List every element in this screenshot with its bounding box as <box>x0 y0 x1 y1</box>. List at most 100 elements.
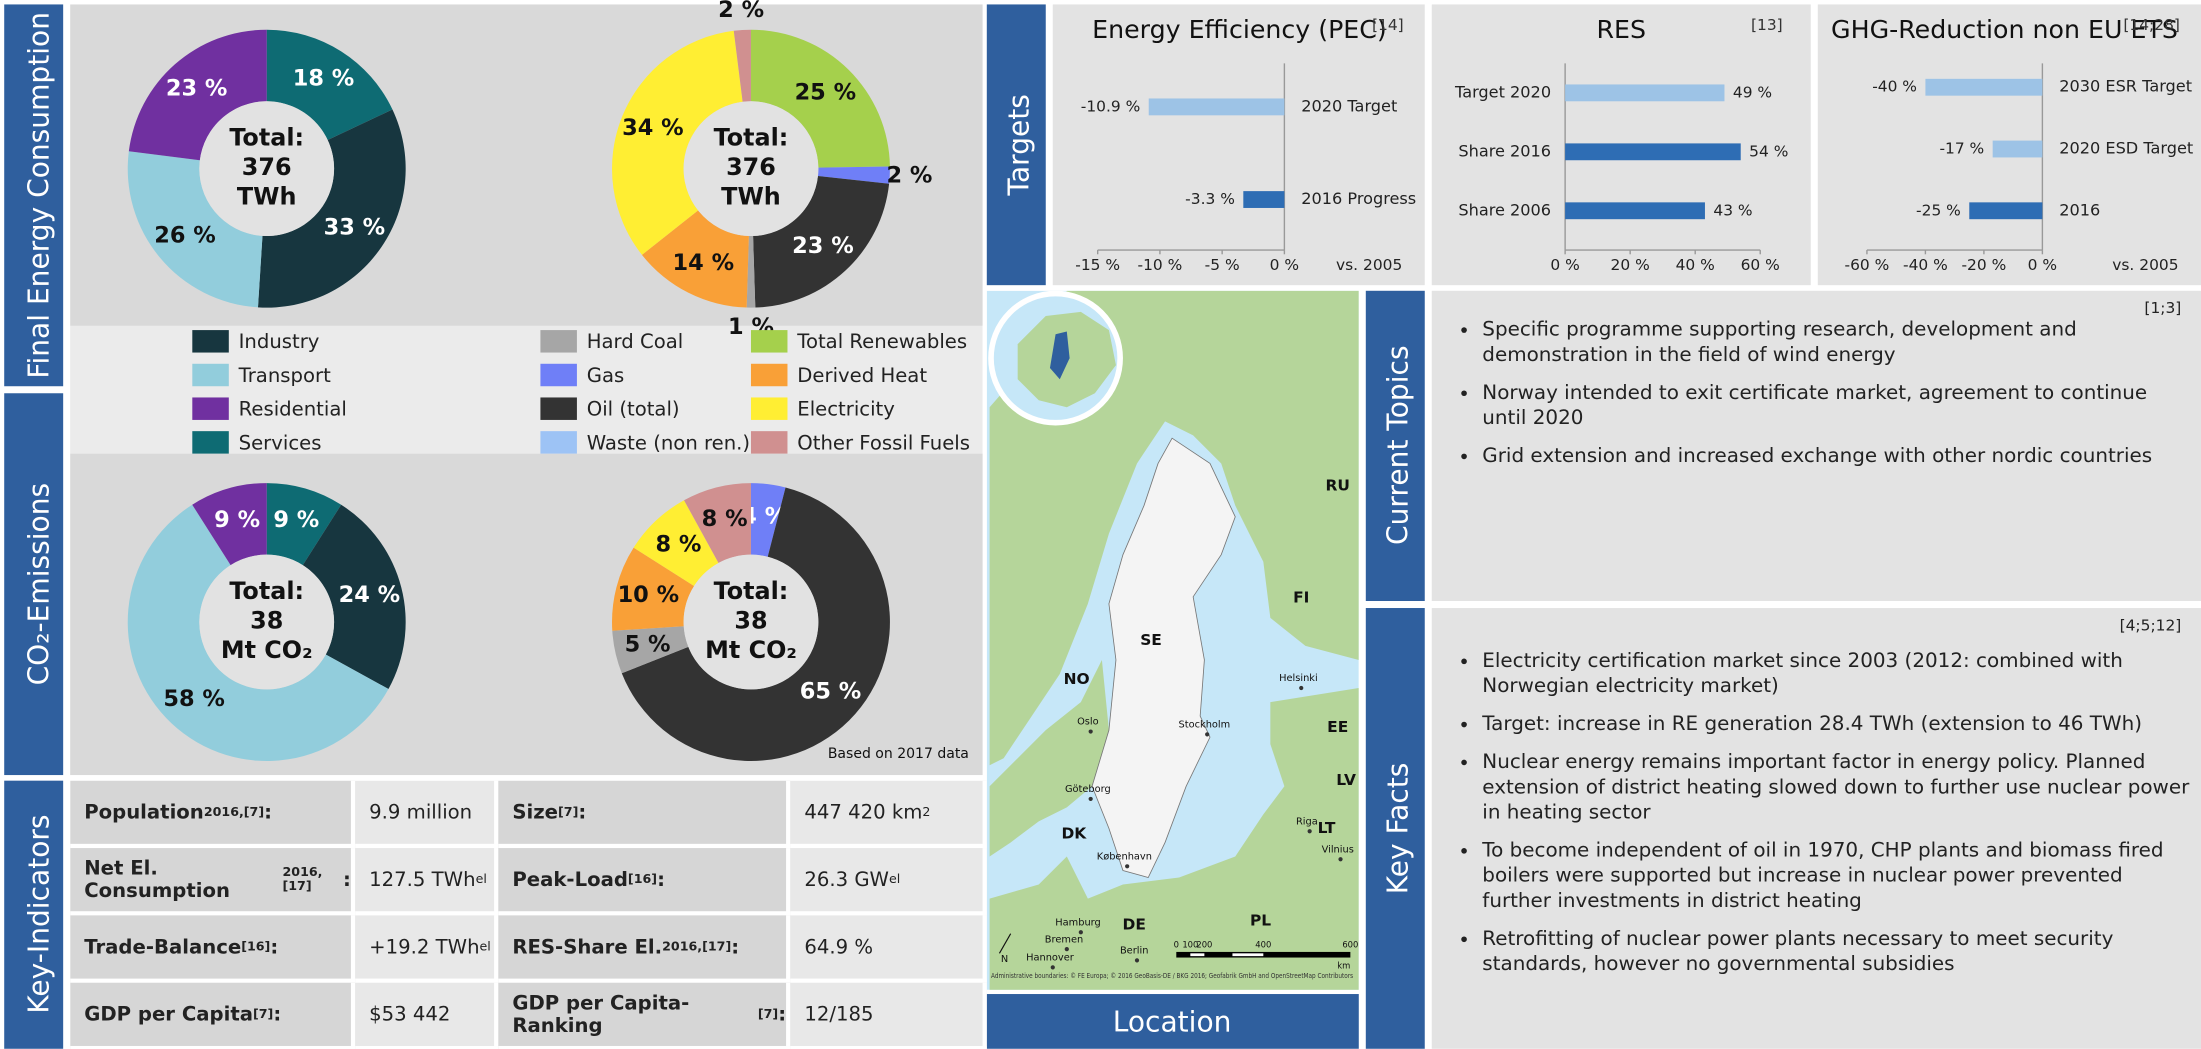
bullet-item: Retrofitting of nuclear power plants nec… <box>1482 927 2189 978</box>
city-label: Vilnius <box>1322 844 1354 855</box>
slice-label: 25 % <box>795 80 857 106</box>
legend-label: Total Renewables <box>796 330 967 353</box>
section-tab <box>1365 608 1425 1049</box>
pie-center-label: 38 <box>734 607 767 635</box>
section-tab <box>4 780 64 1049</box>
cell-text: +19.2 TWh <box>369 935 480 959</box>
indicator-label: Net El. Consumption 2016,[17]: <box>70 848 356 916</box>
cell-text: Size <box>512 801 559 824</box>
chart-title: Energy Efficiency (PEC) <box>1092 15 1387 44</box>
x-tick-label: 60 % <box>1741 256 1780 274</box>
city-label: Stockholm <box>1179 720 1231 731</box>
slice-label: 2 % <box>718 0 764 23</box>
bar <box>1925 78 2043 96</box>
section-title: Current Topics <box>1381 345 1414 545</box>
value-label: 43 % <box>1713 201 1752 219</box>
x-tick-label: -15 % <box>1075 256 1120 274</box>
legend-label: Gas <box>587 364 625 387</box>
legend-label: Industry <box>239 330 320 353</box>
pie-hole <box>683 554 819 690</box>
slice-label: 34 % <box>622 115 684 141</box>
note: Based on 2017 data <box>828 746 969 762</box>
slice-label: 23 % <box>166 76 228 102</box>
pie-slice <box>127 504 389 762</box>
indicator-value: +19.2 TWh el <box>355 915 499 983</box>
legend-swatch <box>540 363 577 387</box>
key-facts-content: [4;5;12] Electricity certification market… <box>1432 608 2190 1049</box>
pie-slice <box>641 210 749 308</box>
section-tab <box>4 393 64 776</box>
city-dot <box>1307 829 1312 834</box>
pie-slice <box>266 29 393 140</box>
cell-text: 127.5 TWh <box>369 868 476 891</box>
pie-slice <box>128 29 267 161</box>
slice-label: 23 % <box>792 233 854 259</box>
country-label: LV <box>1336 771 1356 789</box>
reference: [1;3] <box>2144 299 2182 318</box>
chart-title: RES <box>1597 15 1647 44</box>
bullet-item: Specific programme supporting research, … <box>1482 317 2189 368</box>
indicator-label: GDP per Capita-Ranking [7]: <box>498 982 791 1049</box>
city-label: Göteborg <box>1065 784 1111 795</box>
x-tick-label: 0 % <box>2028 256 2057 274</box>
cell-text: 12/185 <box>804 1003 874 1026</box>
x-tick-label: -40 % <box>1903 256 1948 274</box>
cell-sup: [16] <box>627 872 658 887</box>
legend-label: Derived Heat <box>797 364 927 387</box>
pie-slice <box>733 29 751 102</box>
bar <box>1992 140 2043 158</box>
pie-center-label: 376 <box>726 153 776 181</box>
indicator-value: 26.3 GW el <box>790 848 987 916</box>
scale-label: 400 <box>1255 939 1271 949</box>
cell-sup: 2 <box>922 805 931 820</box>
slice-label: 18 % <box>293 66 355 92</box>
pie-center-label: TWh <box>721 183 781 211</box>
indicator-value: 9.9 million <box>355 780 499 849</box>
cell-sup: 2016,[17] <box>282 865 323 894</box>
city-dot <box>1064 947 1069 952</box>
city-label: Helsinki <box>1279 673 1318 684</box>
cell-sup: [7] <box>252 1007 274 1022</box>
cell-sup: [7] <box>558 805 579 820</box>
legend-swatch <box>192 397 229 420</box>
indicator-value: 12/185 <box>790 982 987 1049</box>
slice-label: 65 % <box>800 679 862 705</box>
land <box>989 688 1359 990</box>
bullet-item: Grid extension and increased exchange wi… <box>1482 444 2189 469</box>
cell-text: 26.3 GW <box>804 868 890 891</box>
pie-slice <box>750 483 786 557</box>
x-tick-label: -20 % <box>1961 256 2006 274</box>
indicator-value: $53 442 <box>355 982 499 1049</box>
category-label: 2016 <box>2059 200 2100 219</box>
category-label: Share 2016 <box>1458 141 1551 160</box>
legend-swatch <box>540 330 577 353</box>
pie-center-label: TWh <box>237 183 297 211</box>
legend-label: Oil (total) <box>587 398 680 421</box>
reference: [13] <box>1751 16 1783 34</box>
city-label: Riga <box>1296 816 1318 827</box>
city-dot <box>1205 732 1210 737</box>
bullet-item: Norway intended to exit certificate mark… <box>1482 381 2189 432</box>
cell-text: GDP per Capita-Ranking <box>512 991 690 1037</box>
bar <box>1148 98 1285 116</box>
pie-slice <box>127 151 263 308</box>
pie-hole <box>199 101 335 237</box>
panel <box>1052 4 1425 286</box>
x-tick-label: -5 % <box>1205 256 1240 274</box>
x-tick-label: -10 % <box>1138 256 1183 274</box>
city-label: København <box>1097 851 1152 862</box>
pie-slice <box>817 166 890 184</box>
legend-label: Other Fossil Fuels <box>797 431 970 454</box>
city-dot <box>1078 930 1083 935</box>
pie-slice <box>257 109 406 308</box>
reference: [14] <box>1372 16 1404 34</box>
category-label: Target 2020 <box>1454 82 1551 101</box>
legend-label: Waste (non ren.) <box>587 431 750 454</box>
pie-center-label: Mt CO₂ <box>705 636 797 664</box>
cell-text: RES-Share El. <box>512 935 663 959</box>
bar <box>1565 143 1741 161</box>
scale-bar <box>1232 953 1264 957</box>
indicator-label: RES-Share El. 2016,[17]: <box>498 915 791 983</box>
indicator-table: Population 2016,[7]:9.9 million Size [7]:44… <box>70 780 987 1049</box>
slice-label: 26 % <box>154 223 216 249</box>
